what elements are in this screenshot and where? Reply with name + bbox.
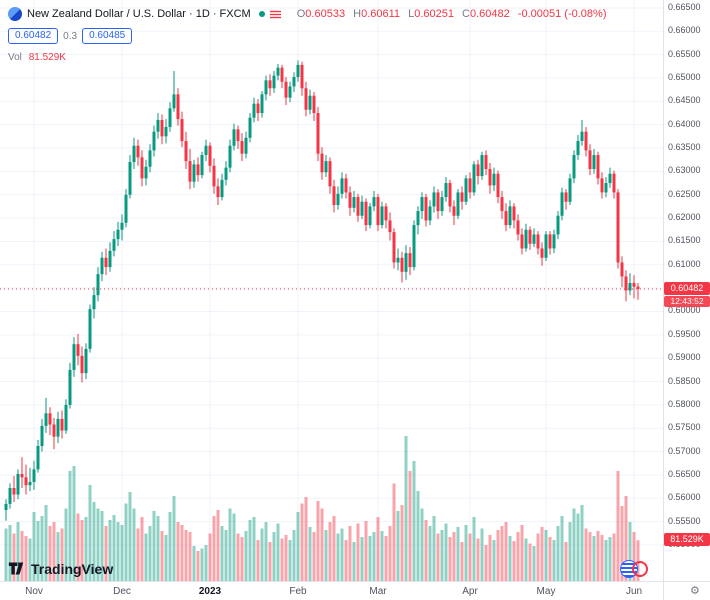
price-axis-label: 0.58000	[668, 398, 701, 409]
volume-indicator-label[interactable]: Vol	[8, 52, 22, 63]
chart-logos	[620, 560, 648, 578]
legend-title-row: New Zealand Dollar / U.S. Dollar · 1D · …	[8, 6, 607, 22]
sell-button[interactable]: 0.60482	[8, 28, 59, 44]
high-value: 0.60611	[361, 8, 401, 20]
settings-gear-icon[interactable]: ⚙	[690, 585, 700, 597]
time-axis-label: May	[536, 586, 556, 597]
time-axis-label: 2023	[198, 586, 222, 597]
data-source-icon[interactable]	[269, 10, 281, 19]
time-axis[interactable]: Nov Dec 2023 Feb Mar Apr May Jun	[0, 581, 663, 600]
close-value: 0.60482	[470, 8, 510, 20]
time-axis-label: Mar	[369, 586, 387, 597]
time-axis-label: Apr	[462, 586, 478, 597]
spread-value: 0.3	[63, 30, 78, 42]
tradingview-logo[interactable]: TradingView	[8, 560, 113, 577]
price-axis-label: 0.57500	[668, 422, 701, 433]
price-axis-label: 0.64500	[668, 95, 701, 106]
ohlc-readout: O0.60533 H0.60611 L0.60251 C0.60482 -0.0…	[292, 8, 607, 20]
price-axis-label: 0.61500	[668, 235, 701, 246]
market-status-dot-icon	[258, 11, 265, 17]
high-label: H	[353, 8, 362, 20]
tradingview-mark-icon	[8, 562, 24, 575]
candlestick-chart[interactable]	[0, 0, 663, 581]
price-axis-label: 0.66500	[668, 1, 701, 12]
symbol-title[interactable]: New Zealand Dollar / U.S. Dollar · 1D · …	[27, 8, 251, 20]
time-axis-label: Dec	[113, 586, 131, 597]
bar-countdown: 12:43:52	[664, 295, 710, 307]
low-value: 0.60251	[414, 8, 454, 20]
price-axis-label: 0.55500	[668, 515, 701, 526]
price-axis-label: 0.62000	[668, 212, 701, 223]
axis-corner	[663, 581, 710, 600]
price-axis-label: 0.64000	[668, 118, 701, 129]
price-axis-label: 0.63000	[668, 165, 701, 176]
buy-sell-widget: 0.60482 0.3 0.60485	[8, 28, 607, 44]
volume-indicator-row: Vol 81.529K	[8, 52, 607, 63]
volume-axis-flag: 81.529K	[664, 533, 710, 547]
price-axis-label: 0.65500	[668, 48, 701, 59]
chart-legend: New Zealand Dollar / U.S. Dollar · 1D · …	[8, 6, 607, 63]
price-axis-label: 0.60000	[668, 305, 701, 316]
price-axis-label: 0.62500	[668, 188, 701, 199]
time-axis-label: Nov	[25, 586, 43, 597]
low-label: L	[408, 8, 415, 20]
close-label: C	[462, 8, 470, 20]
time-axis-label: Feb	[289, 586, 307, 597]
last-price-value: 0.60482	[664, 281, 710, 295]
tradingview-wordmark: TradingView	[31, 560, 114, 577]
price-axis-label: 0.63500	[668, 142, 701, 153]
buy-button[interactable]: 0.60485	[82, 28, 133, 44]
open-label: O	[296, 8, 306, 20]
price-axis-label: 0.56000	[668, 492, 701, 503]
last-price-flag: 0.60482 12:43:52	[664, 281, 710, 307]
change-value: -0.00051 (-0.08%)	[517, 8, 607, 20]
price-axis-label: 0.57000	[668, 445, 701, 456]
volume-indicator-value: 81.529K	[28, 52, 66, 63]
symbol-logo-icon	[8, 7, 22, 21]
price-axis-label: 0.58500	[668, 375, 701, 386]
price-axis-label: 0.56500	[668, 468, 701, 479]
price-axis-label: 0.65000	[668, 71, 701, 82]
price-axis-label: 0.59500	[668, 328, 701, 339]
price-axis-label: 0.59000	[668, 352, 701, 363]
price-axis-label: 0.61000	[668, 258, 701, 269]
price-axis-label: 0.66000	[668, 25, 701, 36]
open-value: 0.60533	[305, 8, 346, 20]
time-axis-label: Jun	[625, 586, 643, 597]
red-ring-icon	[632, 561, 648, 577]
